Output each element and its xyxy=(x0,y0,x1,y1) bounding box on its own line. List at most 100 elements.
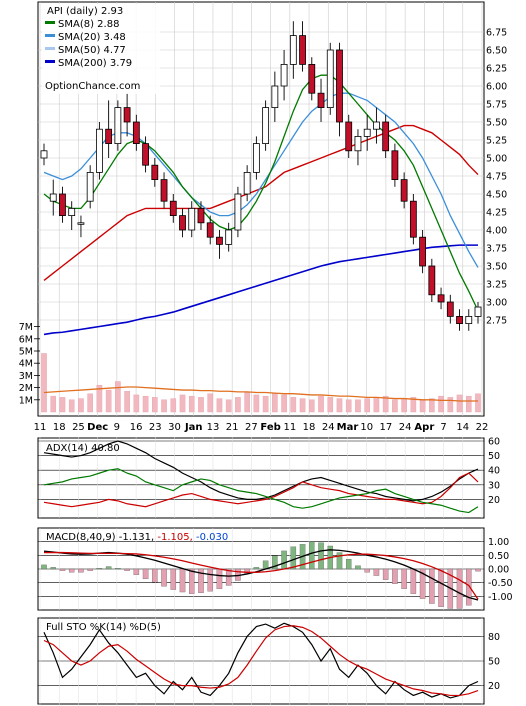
macd-histogram-bar xyxy=(59,568,66,571)
macd-histogram-bar xyxy=(170,568,177,590)
price-tick-label: 6.50 xyxy=(486,46,507,57)
macd-histogram-bar xyxy=(392,568,398,584)
candle-body xyxy=(197,207,205,224)
volume-tick-label: 2M xyxy=(19,383,33,394)
volume-bar xyxy=(401,398,407,413)
candle-body xyxy=(391,150,399,181)
macd-histogram-bar xyxy=(96,568,103,570)
candle-body xyxy=(419,236,426,267)
macd-histogram-bar xyxy=(225,568,232,586)
date-tick-label: 11 xyxy=(283,422,296,433)
volume-bar xyxy=(225,399,232,413)
volume-bar xyxy=(161,399,167,413)
candle-body xyxy=(49,193,57,202)
price-tick-label: 5.25 xyxy=(486,136,507,147)
macd-histogram-bar xyxy=(253,567,260,570)
date-tick-label: 22 xyxy=(476,422,489,433)
volume-tick-label: 1M xyxy=(19,395,33,406)
volume-bar xyxy=(198,397,204,413)
date-tick-label: Dec xyxy=(87,422,108,433)
candle-body xyxy=(363,128,371,137)
volume-bar xyxy=(50,395,57,413)
price-tick-label: 6.25 xyxy=(486,64,507,75)
volume-bar xyxy=(447,397,454,413)
macd-histogram-bar xyxy=(456,568,463,609)
price-tick-label: 6.00 xyxy=(486,82,507,93)
date-tick-label: 21 xyxy=(226,422,239,433)
candle-body xyxy=(77,222,85,225)
candle-body xyxy=(465,315,473,324)
candle-body xyxy=(428,265,436,296)
volume-bars xyxy=(41,353,481,413)
volume-bar xyxy=(87,393,93,413)
date-tick-label: 25 xyxy=(72,422,85,433)
candle-body xyxy=(345,121,353,152)
volume-bar xyxy=(345,399,352,413)
volume-bar xyxy=(124,391,130,413)
volume-bar xyxy=(105,389,112,413)
adx-series-line xyxy=(43,468,479,514)
volume-tick-label: 7M xyxy=(19,322,33,333)
price-legend: API (daily) 2.93 SMA(8) 2.88 SMA(20) 3.4… xyxy=(42,4,160,94)
sto-lines xyxy=(43,622,479,699)
macd-histogram-bar xyxy=(133,568,140,575)
volume-bar xyxy=(465,395,472,413)
date-tick-label: 17 xyxy=(380,422,393,433)
volume-bar xyxy=(41,353,47,413)
price-tick-label: 4.00 xyxy=(486,226,507,237)
volume-bar xyxy=(68,399,75,413)
volume-bar xyxy=(272,393,278,413)
macd-grid xyxy=(38,528,484,610)
volume-bar xyxy=(382,395,389,413)
candle-body xyxy=(289,35,297,65)
macd-histogram-bar xyxy=(373,568,380,576)
macd-histogram-bar xyxy=(105,566,112,570)
volume-bar xyxy=(152,397,158,413)
macd-signal-line xyxy=(44,551,479,600)
legend-ticker: API (daily) 2.93 xyxy=(47,6,123,17)
indicator-tick-label: 40 xyxy=(488,466,500,477)
indicator-tick-label: 20 xyxy=(488,495,500,506)
candle-body xyxy=(96,128,103,173)
candle-body xyxy=(105,128,113,144)
price-tick-label: 3.25 xyxy=(486,280,507,291)
price-tick-label: 2.75 xyxy=(486,316,507,327)
candle-body xyxy=(188,207,196,231)
price-tick-label: 5.50 xyxy=(486,118,507,129)
macd-axis: -1.00 -0.50 0.00 0.50 1.00 xyxy=(488,537,513,603)
candle-body xyxy=(179,215,186,231)
candle-body xyxy=(456,315,463,324)
legend-swatch-sma8 xyxy=(45,21,55,24)
volume-bar xyxy=(364,398,370,413)
volume-tick-label: 4M xyxy=(19,359,33,370)
macd-histogram-bar xyxy=(466,568,472,606)
candle-body xyxy=(354,135,362,152)
candle-body xyxy=(382,121,390,152)
candle-body xyxy=(252,143,260,173)
candles xyxy=(40,21,482,331)
volume-bar xyxy=(438,395,444,413)
macd-histogram-bar xyxy=(345,558,352,570)
date-axis: 11 18 25 Dec 9 16 23 30 Jan 13 21 27 Feb 11 18 24 Mar 10 1… xyxy=(34,422,489,433)
date-tick-label: 10 xyxy=(360,422,373,433)
volume-bar xyxy=(133,394,140,413)
indicator-tick-label: -0.50 xyxy=(488,578,513,589)
volume-bar xyxy=(262,395,269,413)
volume-bar xyxy=(327,397,334,413)
legend-sma20: SMA(20) 3.48 xyxy=(58,32,126,43)
indicator-tick-label: 1.00 xyxy=(488,537,509,548)
macd-histogram-bar xyxy=(272,555,278,570)
macd-histogram-bar xyxy=(115,568,121,570)
volume-bar xyxy=(115,381,121,413)
date-tick-label: 27 xyxy=(245,422,258,433)
candle-body xyxy=(437,294,445,303)
volume-bar xyxy=(253,394,260,413)
sto-label: Full STO %K(14) %D(5) xyxy=(46,622,161,633)
price-axis: 2.75 3.00 3.25 3.50 3.75 4.00 4.25 4.50 4.75 5.00… xyxy=(486,28,507,327)
sto-series-line xyxy=(43,622,479,699)
price-grid xyxy=(38,2,484,416)
volume-bar xyxy=(188,395,195,413)
macd-histogram-bar xyxy=(50,567,56,570)
macd-histogram-bar xyxy=(207,568,213,592)
